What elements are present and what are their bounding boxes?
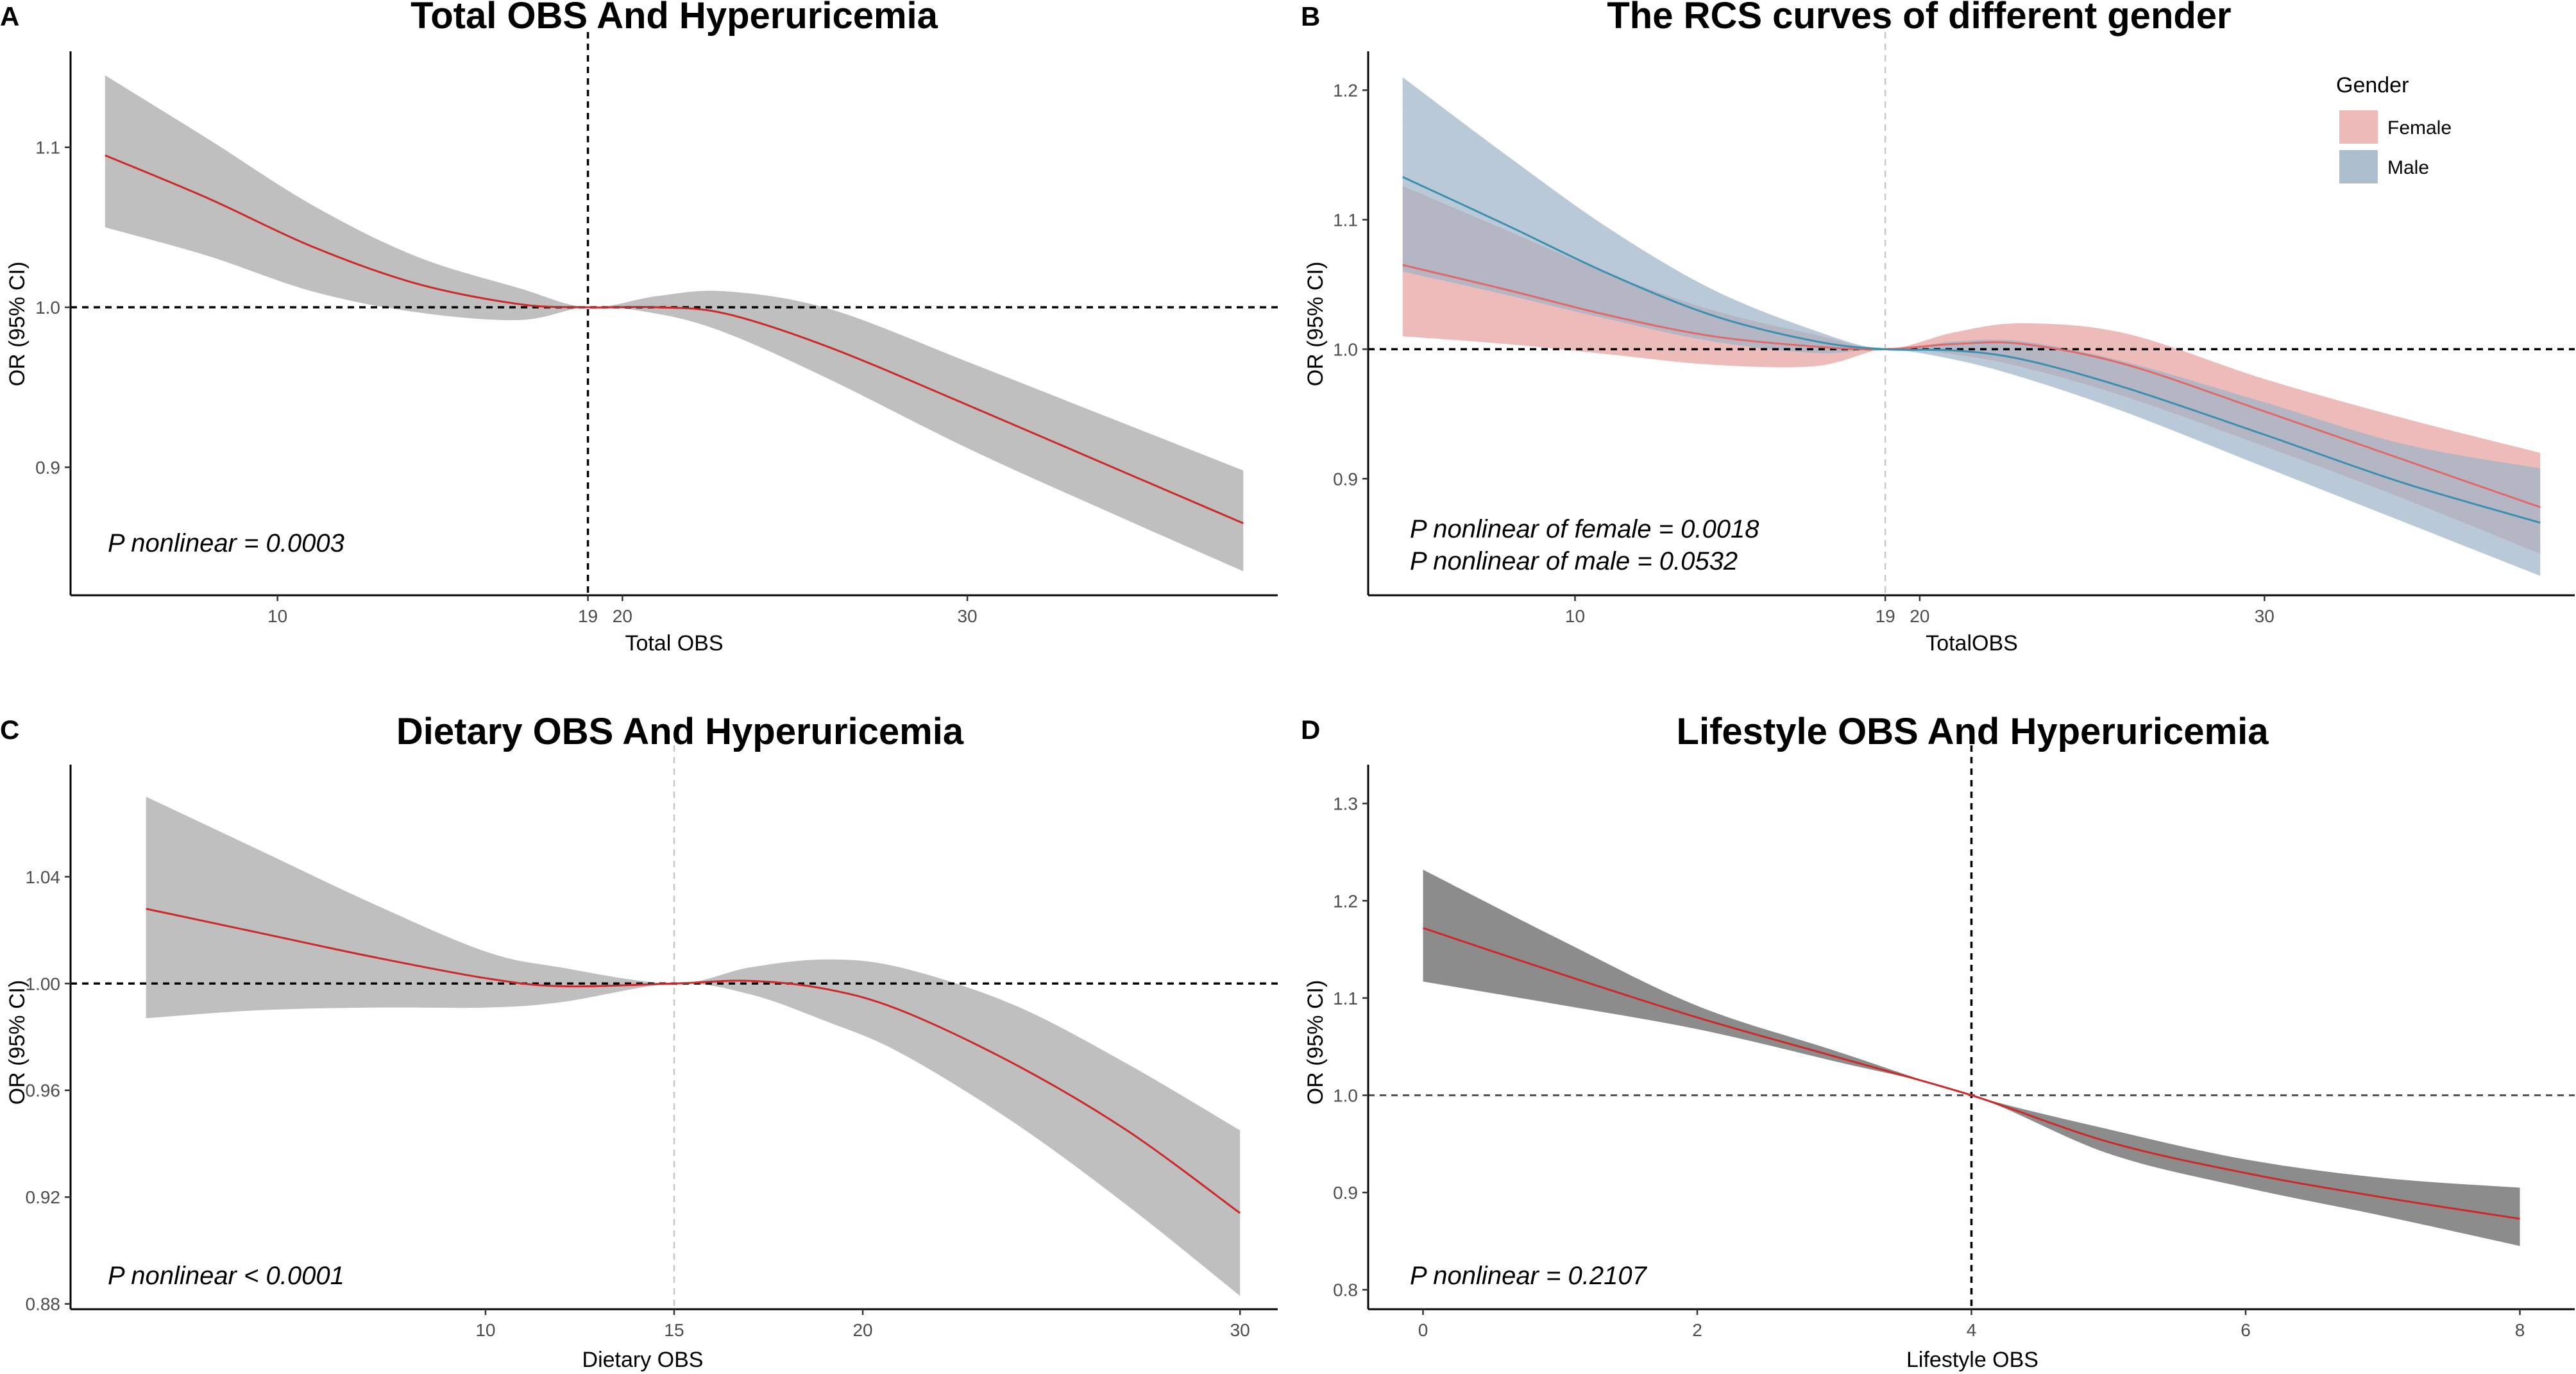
panel-d-y-axis-title: OR (95% CI) xyxy=(1303,980,1328,1105)
legend-key-female xyxy=(2339,110,2378,144)
panel-letter-c: C xyxy=(0,715,19,745)
panel-a-x-tick-label: 19 xyxy=(578,606,598,626)
panel-letter-a: A xyxy=(0,1,19,31)
panel-c-title: Dietary OBS And Hyperuricemia xyxy=(396,711,964,752)
panel-d-ci-band-or xyxy=(1423,869,2520,1246)
panel-b-title: The RCS curves of different gender xyxy=(1607,0,2231,37)
panel-c-y-tick-label: 0.92 xyxy=(26,1187,61,1207)
panel-a-y-tick-label: 1.1 xyxy=(35,138,60,158)
panel-d: D Lifestyle OBS And Hyperuricemia 0.8 0.9… xyxy=(1301,711,2575,1372)
panel-d-x-tick-label: 2 xyxy=(1692,1320,1702,1340)
panel-a-y-tick-label: 0.9 xyxy=(35,457,60,477)
panel-a-p-nonlinear-note: P nonlinear = 0.0003 xyxy=(108,529,344,557)
panel-b-x-tick-label: 20 xyxy=(1910,606,1929,626)
panel-c-y-axis-title: OR (95% CI) xyxy=(5,980,30,1105)
panel-b-y-tick-label: 1.0 xyxy=(1333,339,1358,359)
panel-a-y-tick-label: 1.0 xyxy=(35,298,60,318)
panel-b-or-curve-female xyxy=(1402,264,2541,509)
panel-a-x-tick-label: 30 xyxy=(957,606,977,626)
panel-b-p-nonlinear-female-note: P nonlinear of female = 0.0018 xyxy=(1410,515,1759,543)
panel-c-x-tick-label: 10 xyxy=(475,1320,495,1340)
panel-d-y-tick-label: 0.9 xyxy=(1333,1183,1358,1203)
panel-c-y-tick-label: 1.00 xyxy=(26,974,61,994)
panel-c-x-axis-title: Dietary OBS xyxy=(582,1348,704,1372)
panel-a: A Total OBS And Hyperuricemia 0.9 1.0 1.1 1… xyxy=(0,0,1278,656)
panel-b-x-tick-label: 10 xyxy=(1565,606,1585,626)
panel-d-x-tick-label: 8 xyxy=(2515,1320,2525,1340)
panel-c-y-tick-label: 0.96 xyxy=(26,1081,61,1101)
panel-c-x-tick-label: 30 xyxy=(1230,1320,1250,1340)
panel-b-p-nonlinear-male-note: P nonlinear of male = 0.0532 xyxy=(1410,547,1738,575)
panel-d-x-tick-label: 0 xyxy=(1418,1320,1428,1340)
panel-a-or-curve-or xyxy=(105,154,1244,525)
panel-b-y-tick-label: 0.9 xyxy=(1333,469,1358,489)
panel-c-p-nonlinear-note: P nonlinear < 0.0001 xyxy=(108,1262,344,1290)
panel-b-y-tick-label: 1.1 xyxy=(1333,210,1358,230)
legend-label-female: Female xyxy=(2387,117,2452,139)
legend-label-male: Male xyxy=(2387,157,2429,178)
panel-b-x-axis-title: TotalOBS xyxy=(1926,631,2018,656)
panel-a-x-tick-label: 10 xyxy=(267,606,287,626)
panel-b-y-tick-label: 1.2 xyxy=(1333,81,1358,101)
panel-d-y-tick-label: 1.3 xyxy=(1333,794,1358,814)
panel-letter-b: B xyxy=(1301,1,1320,31)
panel-a-x-tick-label: 20 xyxy=(613,606,632,626)
panel-d-x-tick-label: 6 xyxy=(2241,1320,2251,1340)
panel-c-y-tick-label: 0.88 xyxy=(26,1294,61,1314)
panel-a-x-axis-title: Total OBS xyxy=(625,631,723,656)
panel-b-ci-band-male xyxy=(1402,77,2541,576)
panel-a-ci-band-or xyxy=(105,75,1244,572)
panel-b-or-curve-male xyxy=(1402,176,2541,524)
panel-b-y-axis-title: OR (95% CI) xyxy=(1303,262,1328,387)
panel-c: C Dietary OBS And Hyperuricemia 0.88 0.92… xyxy=(0,711,1278,1372)
panel-b-x-tick-label: 19 xyxy=(1876,606,1895,626)
panel-b: B The RCS curves of different gender 0.9… xyxy=(1301,0,2575,656)
panel-c-y-tick-label: 1.04 xyxy=(26,867,61,887)
panel-d-x-tick-label: 4 xyxy=(1967,1320,1977,1340)
panel-d-title: Lifestyle OBS And Hyperuricemia xyxy=(1677,711,2269,752)
panel-d-y-tick-label: 1.1 xyxy=(1333,988,1358,1008)
panel-c-x-tick-label: 20 xyxy=(852,1320,872,1340)
panel-d-or-curve-or xyxy=(1423,927,2520,1220)
panel-d-y-tick-label: 1.0 xyxy=(1333,1085,1358,1105)
panel-c-x-tick-label: 15 xyxy=(664,1320,684,1340)
panel-c-or-curve-or xyxy=(146,908,1241,1214)
panel-c-ci-band-or xyxy=(146,796,1241,1296)
panel-letter-d: D xyxy=(1301,715,1320,745)
panel-d-p-nonlinear-note: P nonlinear = 0.2107 xyxy=(1410,1262,1648,1290)
panel-d-x-axis-title: Lifestyle OBS xyxy=(1906,1348,2038,1372)
panel-d-y-tick-label: 0.8 xyxy=(1333,1280,1358,1300)
panel-a-y-axis-title: OR (95% CI) xyxy=(5,262,30,387)
legend-key-male xyxy=(2339,150,2378,183)
panel-a-title: Total OBS And Hyperuricemia xyxy=(411,0,938,37)
panel-b-legend: Gender Female Male xyxy=(2336,73,2452,183)
panel-b-x-tick-label: 30 xyxy=(2255,606,2275,626)
panel-d-y-tick-label: 1.2 xyxy=(1333,891,1358,911)
legend-title: Gender xyxy=(2336,73,2409,98)
